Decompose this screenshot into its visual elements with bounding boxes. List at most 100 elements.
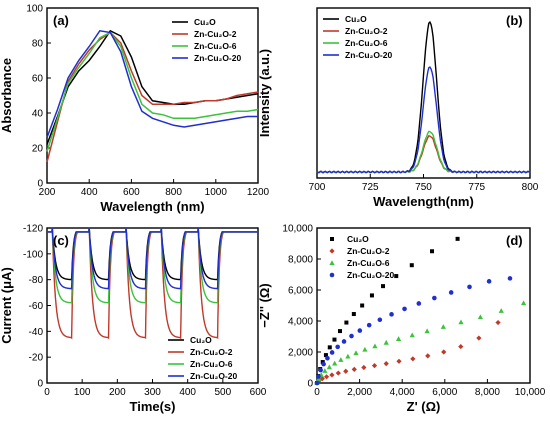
chart-panel-2: 700 725 750 775 800 (b) Wavelength(nm) Intensit… — [257, 7, 539, 209]
data-point — [361, 364, 367, 371]
data-point — [486, 279, 492, 284]
data-point — [389, 312, 394, 317]
data-point — [476, 335, 482, 341]
x-axis-label: Z' (Ω) — [407, 399, 441, 414]
x-tick-label: 6,000 — [432, 387, 457, 398]
data-point — [394, 274, 399, 279]
data-point — [329, 260, 335, 265]
series-line — [316, 66, 531, 174]
series-line — [316, 130, 531, 174]
legend-label: Cu₂O — [190, 335, 212, 345]
data-point — [343, 368, 349, 374]
x-tick-label: 700 — [309, 182, 326, 193]
data-point — [316, 374, 321, 379]
data-point — [409, 332, 415, 338]
data-point — [344, 320, 349, 325]
series-line — [47, 227, 258, 281]
chart-panel-1: 200 400 600 800 1000 1200 0 20 40 60 80 100 (a) Wavel… — [0, 4, 270, 215]
data-point — [424, 328, 430, 334]
y-tick-label: 40 — [32, 109, 44, 120]
x-tick-label: 8,000 — [475, 387, 500, 398]
legend-label: Zn-Cu₂O-20 — [345, 50, 392, 60]
y-tick-label: 4,000 — [288, 317, 313, 328]
data-point — [329, 350, 335, 355]
data-point — [440, 324, 446, 329]
data-point — [432, 295, 437, 301]
y-tick-label: 0 — [37, 179, 43, 190]
y-tick-label: 0 — [37, 379, 43, 390]
data-point — [338, 357, 344, 362]
data-point — [323, 353, 328, 358]
y-axis-label: −Z'' (Ω) — [257, 283, 272, 327]
y-tick-label: -40 — [29, 327, 44, 338]
y-axis-label: Intensity (a.u.) — [257, 49, 272, 137]
x-axis-label: Time(s) — [130, 399, 176, 414]
data-point — [495, 319, 501, 326]
data-point — [341, 339, 347, 344]
y-tick-label: -100 — [23, 249, 43, 260]
data-point — [371, 363, 378, 369]
x-tick-label: 600 — [250, 387, 267, 398]
legend-label: Zn-Cu₂O-2 — [190, 347, 233, 357]
y-axis-label: Current (μA) — [0, 267, 14, 344]
x-tick-label: 1000 — [205, 187, 228, 198]
y-axis-label: Absorbance — [0, 58, 14, 133]
data-point — [329, 372, 335, 378]
data-point — [410, 356, 416, 362]
data-point — [329, 248, 335, 254]
series-line — [47, 227, 258, 340]
x-tick-label: 0 — [314, 387, 320, 398]
data-point — [416, 301, 422, 306]
data-point — [425, 353, 431, 359]
data-point — [353, 350, 359, 356]
legend-label: Zn-Cu₂O-20 — [190, 371, 237, 381]
x-tick-label: 300 — [144, 387, 161, 398]
y-tick-label: 2,000 — [288, 348, 313, 359]
series-line — [46, 31, 259, 163]
data-point — [402, 306, 407, 312]
data-point — [441, 349, 447, 355]
x-tick-label: 500 — [214, 387, 231, 398]
x-tick-label: 2,000 — [347, 387, 372, 398]
data-point — [345, 353, 351, 359]
x-tick-label: 200 — [39, 187, 56, 198]
y-tick-label: 0 — [307, 379, 313, 390]
legend-label: Zn-Cu₂O-20 — [194, 53, 241, 63]
data-point — [357, 328, 363, 333]
data-point — [448, 290, 454, 295]
data-point — [521, 300, 527, 306]
data-point — [314, 380, 320, 386]
data-point — [323, 374, 330, 380]
legend-label: Zn-Cu₂O-20 — [347, 270, 394, 280]
panel-letter: (a) — [53, 13, 69, 28]
x-axis-label: Wavelength(nm) — [373, 194, 474, 209]
data-point — [325, 355, 330, 361]
chart-panel-3: 0 100 200 300 400 500 600 0 -20 -40 -60 -80 -100 -120… — [0, 224, 267, 415]
y-tick-label: -120 — [23, 224, 43, 235]
data-point — [327, 345, 332, 350]
plot-frame — [316, 227, 531, 384]
data-point — [369, 293, 374, 298]
data-point — [467, 284, 472, 290]
data-point — [330, 237, 334, 241]
data-point — [338, 329, 343, 334]
data-point — [455, 236, 460, 241]
x-tick-label: 4,000 — [390, 387, 415, 398]
data-point — [381, 284, 386, 289]
y-tick-label: 6,000 — [288, 286, 313, 297]
data-point — [477, 314, 483, 320]
data-point — [318, 367, 323, 373]
panel-letter: (d) — [506, 233, 523, 248]
data-point — [507, 276, 513, 281]
data-point — [396, 358, 402, 364]
data-point — [349, 333, 354, 339]
legend-label: Zn-Cu₂O-2 — [347, 246, 390, 256]
data-point — [329, 272, 335, 278]
x-tick-label: 400 — [81, 187, 98, 198]
legend-label: Zn-Cu₂O-2 — [345, 26, 388, 36]
x-tick-label: 750 — [415, 182, 432, 193]
data-point — [321, 361, 326, 367]
x-tick-label: 400 — [179, 387, 196, 398]
legend-label: Zn-Cu₂O-6 — [347, 258, 390, 268]
data-point — [319, 376, 325, 382]
